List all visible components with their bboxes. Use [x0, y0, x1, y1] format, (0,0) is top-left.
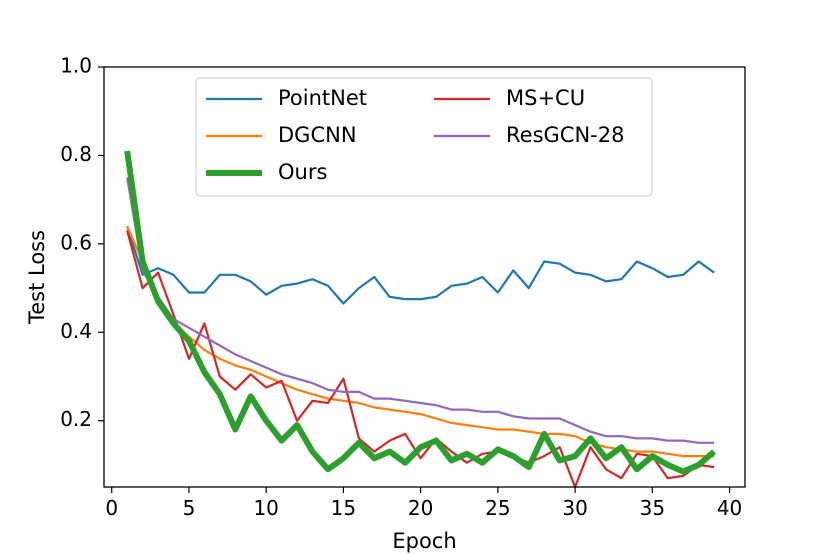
legend: PointNet DGCNN Ours MS+CU ResGCN-28 [195, 77, 653, 197]
x-tick-label: 10 [253, 496, 278, 520]
x-axis-title: Epoch [392, 529, 456, 553]
y-tick-label: 1.0 [60, 54, 92, 78]
legend-label-ours: Ours [278, 160, 327, 184]
x-tick-label: 25 [485, 496, 510, 520]
x-tick-label: 20 [408, 496, 433, 520]
x-tick-label: 40 [717, 496, 742, 520]
ticks-layer: 0 5 10 15 20 25 30 35 40 0.2 0.4 0.6 0.8 1.0 [60, 54, 742, 521]
y-tick-label: 0.4 [60, 319, 92, 343]
x-tick-label: 15 [331, 496, 356, 520]
series-line-ms-cu [126, 230, 715, 489]
y-axis-title: Test Loss [25, 230, 49, 325]
x-tick-label: 30 [562, 496, 587, 520]
x-tick-label: 0 [105, 496, 118, 520]
series-layer [124, 150, 717, 489]
legend-label-resgcn-28: ResGCN-28 [506, 123, 624, 147]
legend-box [195, 77, 653, 197]
series-line-resgcn-28 [126, 177, 715, 444]
y-tick-label: 0.6 [60, 230, 92, 254]
y-tick-label: 0.8 [60, 142, 92, 166]
x-tick-label: 35 [640, 496, 665, 520]
plot-frame [103, 66, 746, 488]
legend-label-dgcnn: DGCNN [278, 123, 357, 147]
series-line-pointnet [126, 225, 715, 305]
y-tick-label: 0.2 [60, 407, 92, 431]
series-line-dgcnn [126, 225, 715, 458]
legend-label-pointnet: PointNet [278, 86, 367, 110]
series-line-ours [124, 150, 717, 475]
x-tick-label: 5 [183, 496, 196, 520]
legend-label-ms-cu: MS+CU [506, 86, 585, 110]
